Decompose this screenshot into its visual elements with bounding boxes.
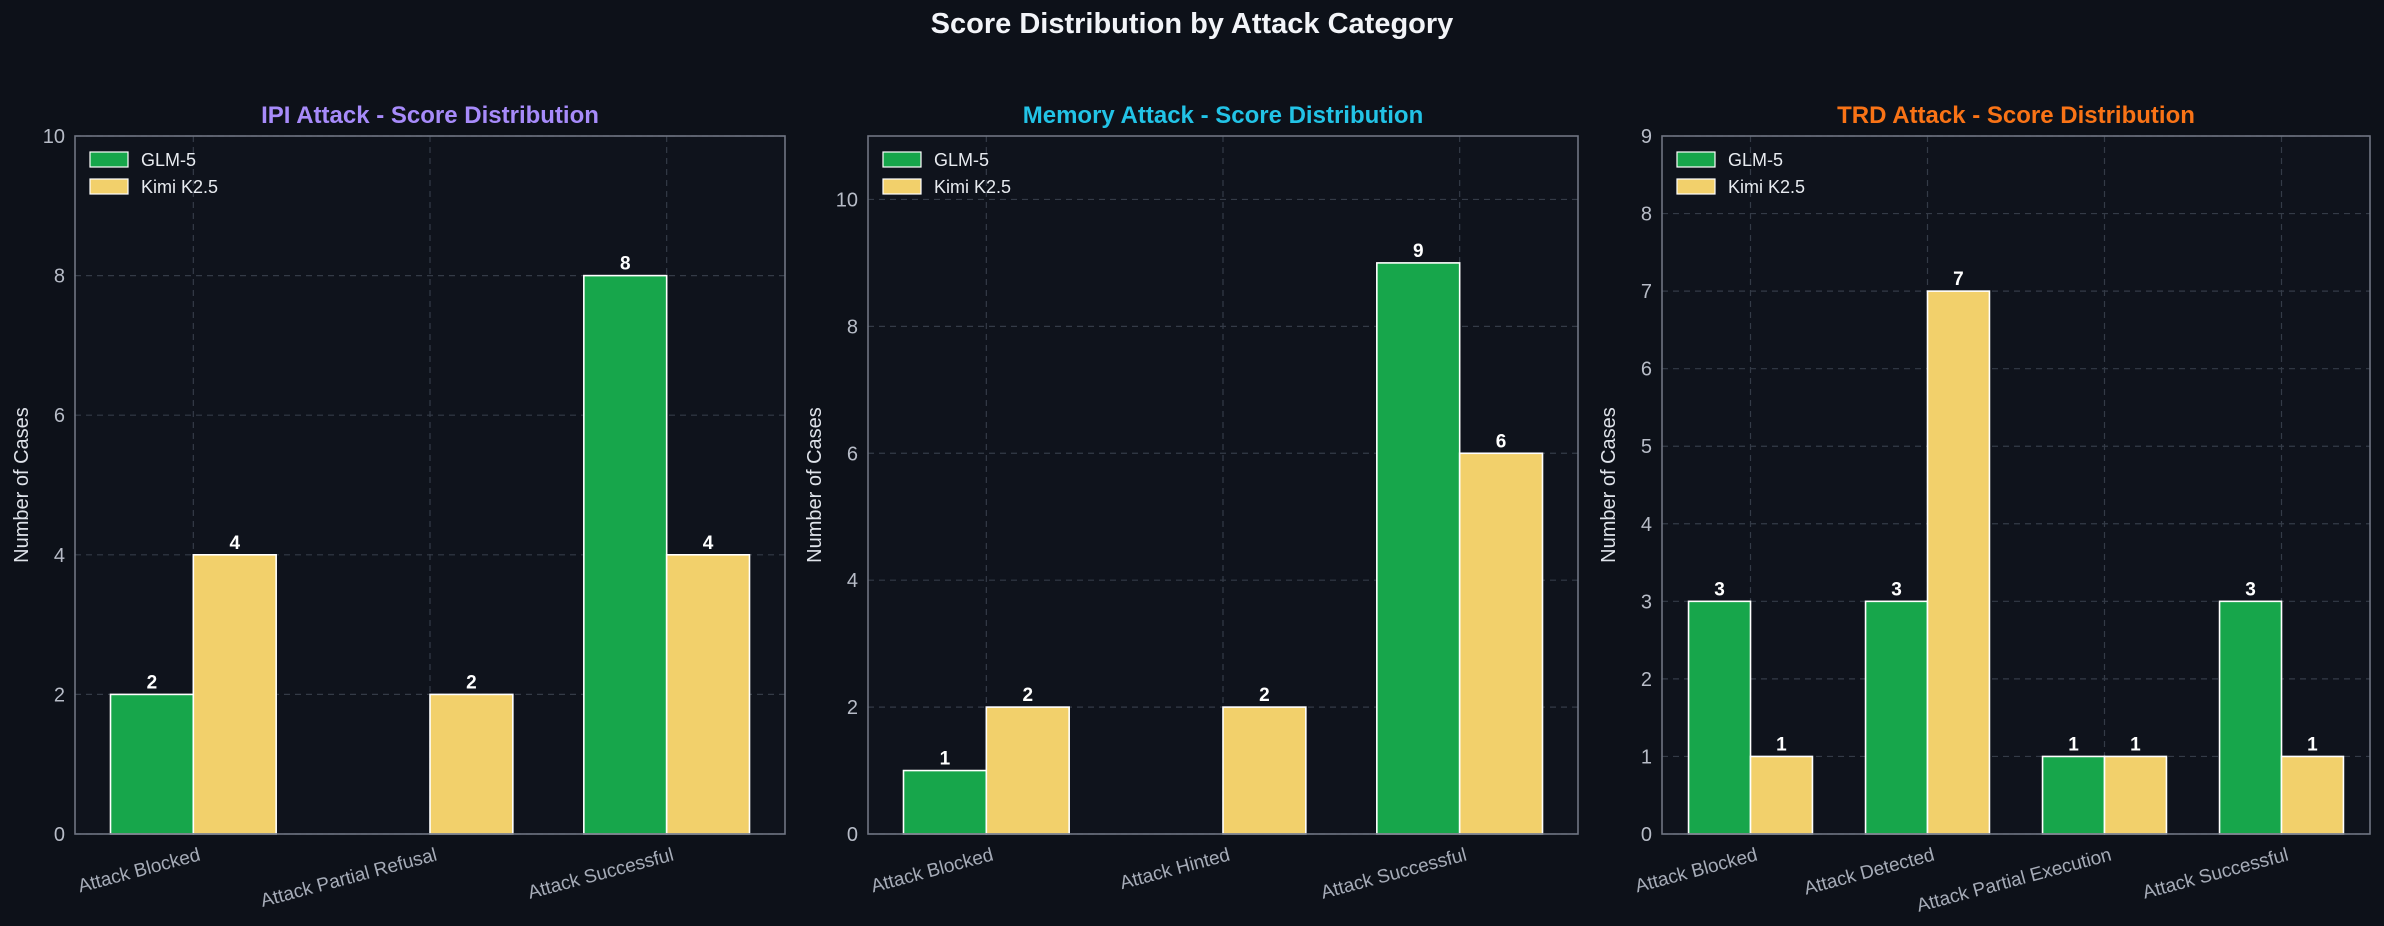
y-tick-label: 0 bbox=[847, 824, 858, 846]
x-tick-label: Attack Successful bbox=[2141, 845, 2291, 904]
y-tick-label: 6 bbox=[847, 443, 858, 465]
y-tick-label: 10 bbox=[836, 189, 858, 211]
legend-label: Kimi K2.5 bbox=[934, 177, 1011, 197]
y-tick-label: 10 bbox=[43, 126, 65, 148]
bar-kimi-1 bbox=[985, 706, 1070, 835]
value-label: 1 bbox=[1776, 734, 1787, 755]
bar-glm5-2 bbox=[1864, 600, 1929, 835]
value-label: 1 bbox=[940, 749, 951, 770]
panel-title: IPI Attack - Score Distribution bbox=[261, 102, 599, 129]
chart-panel-3: 0 1 2 3 4 5 6 7 8 9 3 3 1 3 1 7 1 1 Attack Blocked Attack D… bbox=[1598, 102, 2371, 917]
legend-swatch bbox=[1676, 151, 1716, 168]
legend-swatch bbox=[882, 151, 922, 168]
y-tick-label: 6 bbox=[54, 405, 65, 427]
plot-border bbox=[867, 135, 1579, 835]
y-tick-label: 4 bbox=[847, 570, 858, 592]
y-tick-label: 2 bbox=[54, 684, 65, 706]
y-tick-label: 8 bbox=[847, 316, 858, 338]
y-tick-label: 9 bbox=[1641, 126, 1652, 148]
value-label: 2 bbox=[466, 672, 477, 693]
value-label: 1 bbox=[2307, 734, 2318, 755]
bar-kimi-2 bbox=[429, 693, 514, 835]
y-axis-label: Number of Cases bbox=[804, 407, 826, 563]
x-tick-label: Attack Blocked bbox=[1633, 845, 1760, 898]
bar-kimi-3 bbox=[665, 553, 751, 835]
value-label: 3 bbox=[1714, 579, 1725, 600]
y-axis-label: Number of Cases bbox=[11, 407, 33, 563]
y-tick-label: 7 bbox=[1641, 281, 1652, 303]
bar-kimi-1 bbox=[192, 553, 277, 835]
value-label: 8 bbox=[620, 254, 631, 275]
legend-swatch bbox=[1676, 178, 1716, 195]
plot-border bbox=[74, 135, 786, 835]
value-label: 3 bbox=[2245, 579, 2256, 600]
bar-kimi-2 bbox=[1222, 706, 1307, 835]
bar-glm5-4 bbox=[2218, 600, 2283, 835]
chart-panel-1: 0 2 4 6 8 10 2 8 4 2 4 Attack Blocked Attack Partial… bbox=[11, 102, 786, 912]
legend-swatch bbox=[89, 151, 129, 168]
y-tick-label: 4 bbox=[54, 545, 65, 567]
legend-label: Kimi K2.5 bbox=[141, 177, 218, 197]
legend-label: GLM-5 bbox=[141, 150, 196, 170]
legend-swatch bbox=[882, 178, 922, 195]
value-label: 3 bbox=[1891, 579, 1902, 600]
value-label: 4 bbox=[703, 533, 714, 554]
y-tick-label: 8 bbox=[1641, 204, 1652, 226]
legend-swatch bbox=[89, 178, 129, 195]
value-label: 2 bbox=[1259, 685, 1270, 706]
y-tick-label: 2 bbox=[847, 697, 858, 719]
value-label: 9 bbox=[1413, 241, 1424, 262]
value-label: 2 bbox=[147, 672, 158, 693]
bar-glm5-3 bbox=[583, 274, 668, 835]
y-tick-label: 0 bbox=[1641, 824, 1652, 846]
y-tick-label: 0 bbox=[54, 824, 65, 846]
y-tick-label: 8 bbox=[54, 266, 65, 288]
y-tick-label: 3 bbox=[1641, 591, 1652, 613]
x-tick-label: Attack Hinted bbox=[1118, 845, 1233, 895]
x-tick-label: Attack Blocked bbox=[76, 845, 203, 898]
x-tick-label: Attack Partial Refusal bbox=[258, 845, 439, 912]
bar-glm5-3 bbox=[2041, 755, 2106, 835]
figure-title: Score Distribution by Attack Category bbox=[930, 8, 1454, 40]
value-label: 1 bbox=[2130, 734, 2141, 755]
y-tick-label: 6 bbox=[1641, 359, 1652, 381]
bar-kimi-3 bbox=[2103, 755, 2168, 835]
x-tick-label: Attack Blocked bbox=[869, 845, 996, 898]
x-tick-label: Attack Successful bbox=[526, 845, 676, 904]
bar-kimi-1 bbox=[1749, 755, 1814, 835]
bar-glm5-3 bbox=[1376, 262, 1461, 835]
value-label: 2 bbox=[1022, 685, 1033, 706]
bar-glm5-1 bbox=[902, 769, 988, 835]
y-axis-label: Number of Cases bbox=[1598, 407, 1620, 563]
value-label: 6 bbox=[1496, 431, 1507, 452]
panel-title: Memory Attack - Score Distribution bbox=[1023, 102, 1424, 129]
value-label: 4 bbox=[229, 533, 240, 554]
chart-panel-2: 0 2 4 6 8 10 1 9 2 2 6 Attack Blocked Attack Hinted A… bbox=[804, 102, 1579, 904]
y-tick-label: 2 bbox=[1641, 669, 1652, 691]
bar-glm5-1 bbox=[109, 693, 195, 835]
value-label: 1 bbox=[2068, 734, 2079, 755]
bar-kimi-2 bbox=[1926, 290, 1991, 835]
legend-label: GLM-5 bbox=[934, 150, 989, 170]
x-tick-label: Attack Successful bbox=[1319, 845, 1469, 904]
value-label: 7 bbox=[1953, 269, 1964, 290]
plot-border bbox=[1661, 135, 2371, 835]
bar-glm5-1 bbox=[1687, 600, 1752, 835]
y-tick-label: 4 bbox=[1641, 514, 1652, 536]
legend-label: GLM-5 bbox=[1728, 150, 1783, 170]
y-tick-label: 5 bbox=[1641, 436, 1652, 458]
x-tick-label: Attack Partial Execution bbox=[1915, 845, 2114, 917]
bar-kimi-4 bbox=[2280, 755, 2345, 835]
legend-label: Kimi K2.5 bbox=[1728, 177, 1805, 197]
x-tick-label: Attack Detected bbox=[1802, 845, 1937, 900]
panel-title: TRD Attack - Score Distribution bbox=[1837, 102, 2195, 129]
y-tick-label: 1 bbox=[1641, 746, 1652, 768]
bar-kimi-3 bbox=[1458, 452, 1544, 835]
